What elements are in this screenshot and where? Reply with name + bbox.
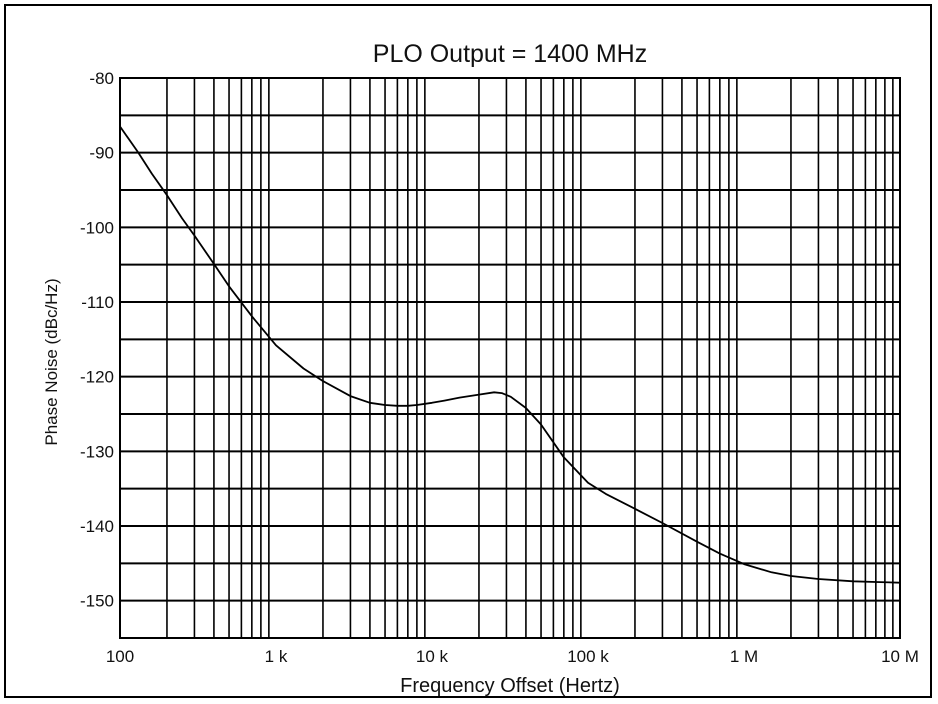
y-tick-label: -140 <box>80 517 114 536</box>
y-tick-label: -100 <box>80 218 114 237</box>
x-tick-label: 100 <box>106 647 134 666</box>
x-tick-label: 100 k <box>567 647 609 666</box>
y-tick-label: -110 <box>81 293 114 312</box>
plot-area <box>120 78 900 638</box>
phase-noise-line <box>119 125 901 584</box>
chart-title: PLO Output = 1400 MHz <box>372 40 648 68</box>
y-tick-label: -130 <box>80 442 114 461</box>
y-tick-label: -80 <box>89 69 114 88</box>
x-tick-label: 10 k <box>416 647 449 666</box>
x-tick-label: 10 M <box>881 647 919 666</box>
y-axis-label: Phase Noise (dBc/Hz) <box>42 278 61 446</box>
x-tick-label: 1 M <box>730 647 758 666</box>
x-axis-label: Frequency Offset (Hertz) <box>400 675 620 697</box>
y-tick-label: -150 <box>80 592 114 611</box>
y-tick-label: -90 <box>89 144 114 163</box>
y-tick-label: -120 <box>80 368 114 387</box>
plot-border <box>119 77 901 639</box>
x-tick-label: 1 k <box>265 647 288 666</box>
